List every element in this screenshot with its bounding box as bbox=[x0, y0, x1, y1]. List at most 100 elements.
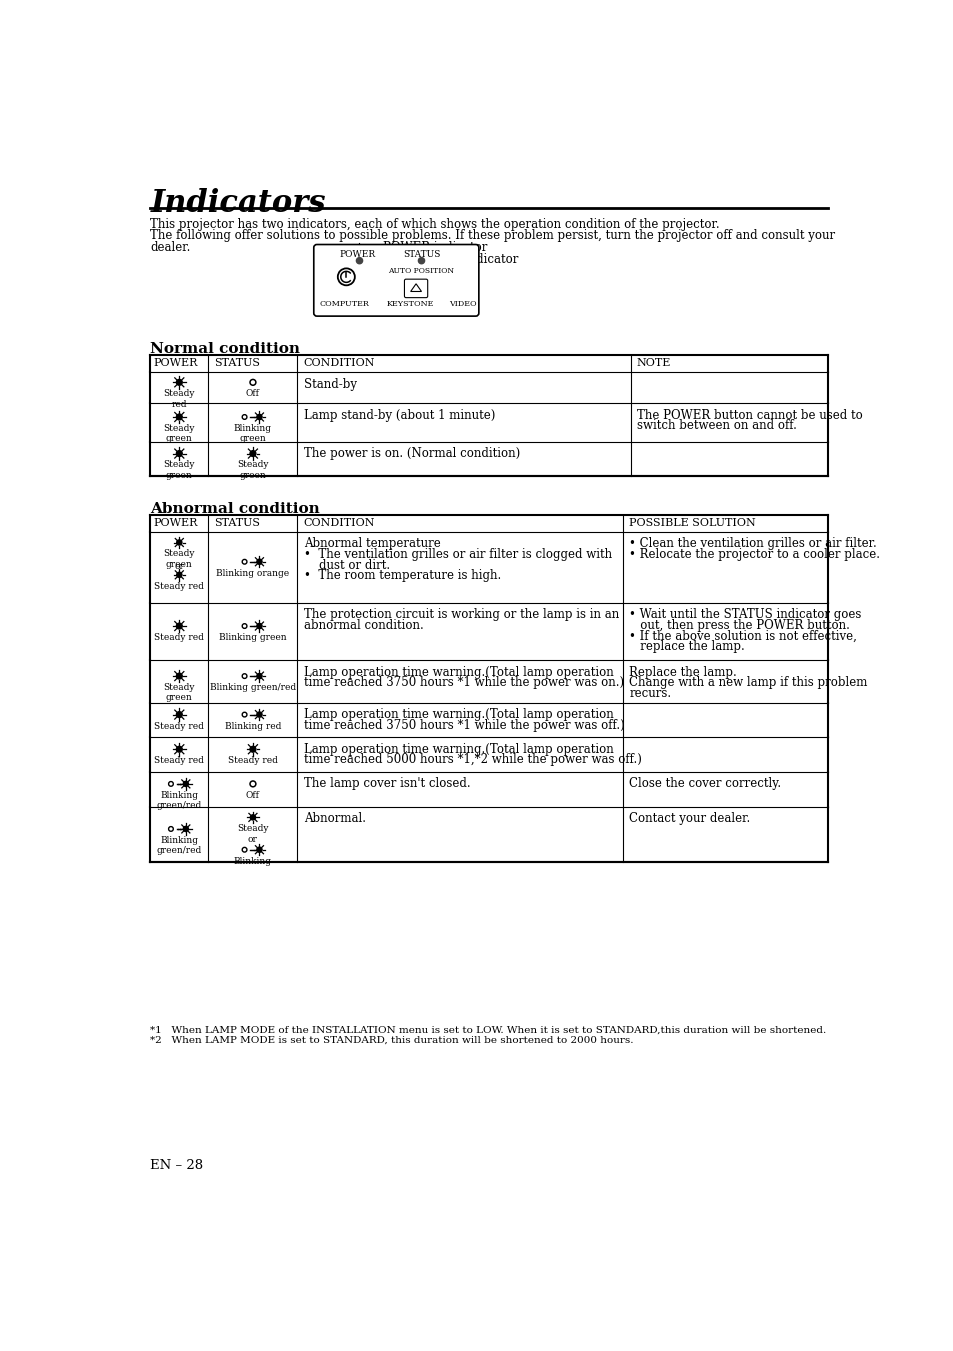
Text: Lamp operation time warning.(Total lamp operation: Lamp operation time warning.(Total lamp … bbox=[303, 666, 613, 678]
Text: Steady
green: Steady green bbox=[163, 684, 194, 703]
Text: Steady red: Steady red bbox=[154, 634, 204, 642]
Text: Blinking
green: Blinking green bbox=[233, 424, 272, 443]
Text: CONDITION: CONDITION bbox=[303, 358, 375, 369]
Text: The following offer solutions to possible problems. If these problem persist, tu: The following offer solutions to possibl… bbox=[150, 230, 835, 242]
Circle shape bbox=[250, 815, 255, 820]
Text: Steady red: Steady red bbox=[154, 582, 204, 590]
Text: POWER: POWER bbox=[153, 358, 197, 369]
Text: out, then press the POWER button.: out, then press the POWER button. bbox=[629, 619, 849, 632]
Text: CONDITION: CONDITION bbox=[303, 517, 375, 528]
Text: Normal condition: Normal condition bbox=[150, 342, 300, 355]
Text: Blinking green: Blinking green bbox=[219, 634, 287, 642]
Text: *2   When LAMP MODE is set to STANDARD, this duration will be shortened to 2000 : *2 When LAMP MODE is set to STANDARD, th… bbox=[150, 1036, 633, 1046]
Circle shape bbox=[250, 451, 255, 457]
Text: Steady
green: Steady green bbox=[163, 461, 194, 480]
Text: Blinking
green/red: Blinking green/red bbox=[156, 790, 202, 811]
Text: POSSIBLE SOLUTION: POSSIBLE SOLUTION bbox=[629, 517, 755, 528]
Text: replace the lamp.: replace the lamp. bbox=[629, 640, 744, 654]
Text: time reached 3750 hours *1 while the power was off.): time reached 3750 hours *1 while the pow… bbox=[303, 719, 624, 732]
FancyBboxPatch shape bbox=[404, 280, 427, 297]
Text: dealer.: dealer. bbox=[150, 240, 191, 254]
Circle shape bbox=[176, 673, 182, 680]
Circle shape bbox=[176, 413, 182, 420]
Text: •  The ventilation grilles or air filter is clogged with: • The ventilation grilles or air filter … bbox=[303, 549, 611, 561]
FancyBboxPatch shape bbox=[314, 245, 478, 316]
Circle shape bbox=[176, 746, 182, 753]
Text: switch between on and off.: switch between on and off. bbox=[637, 419, 796, 432]
Text: Abnormal temperature: Abnormal temperature bbox=[303, 538, 440, 550]
Text: *1   When LAMP MODE of the INSTALLATION menu is set to LOW. When it is set to ST: *1 When LAMP MODE of the INSTALLATION me… bbox=[150, 1025, 825, 1035]
Text: NOTE: NOTE bbox=[637, 358, 671, 369]
Text: STATUS: STATUS bbox=[214, 358, 260, 369]
Text: POWER: POWER bbox=[153, 517, 197, 528]
Text: AUTO POSITION: AUTO POSITION bbox=[388, 266, 454, 274]
Text: The power is on. (Normal condition): The power is on. (Normal condition) bbox=[303, 447, 519, 461]
Text: Steady
green: Steady green bbox=[163, 424, 194, 443]
Text: • Clean the ventilation grilles or air filter.: • Clean the ventilation grilles or air f… bbox=[629, 538, 876, 550]
Text: Steady red: Steady red bbox=[228, 757, 277, 765]
Text: Steady
red: Steady red bbox=[163, 389, 194, 408]
Circle shape bbox=[356, 258, 362, 263]
Circle shape bbox=[256, 712, 262, 717]
Text: Blinking green/red: Blinking green/red bbox=[210, 684, 295, 692]
Text: recurs.: recurs. bbox=[629, 688, 671, 700]
Text: Steady
or: Steady or bbox=[237, 824, 269, 844]
Circle shape bbox=[176, 623, 182, 630]
Text: Lamp operation time warning.(Total lamp operation: Lamp operation time warning.(Total lamp … bbox=[303, 743, 613, 755]
Text: KEYSTONE: KEYSTONE bbox=[386, 300, 433, 308]
Text: EN – 28: EN – 28 bbox=[150, 1159, 203, 1171]
Text: • Relocate the projector to a cooler place.: • Relocate the projector to a cooler pla… bbox=[629, 549, 880, 561]
Text: time reached 5000 hours *1,*2 while the power was off.): time reached 5000 hours *1,*2 while the … bbox=[303, 754, 641, 766]
Text: or: or bbox=[174, 562, 184, 570]
Circle shape bbox=[256, 623, 262, 628]
Text: COMPUTER: COMPUTER bbox=[318, 300, 369, 308]
Circle shape bbox=[183, 827, 189, 831]
Text: Lamp stand-by (about 1 minute): Lamp stand-by (about 1 minute) bbox=[303, 408, 495, 422]
Text: STATUS indicator: STATUS indicator bbox=[412, 253, 518, 266]
Text: Blinking red: Blinking red bbox=[225, 721, 281, 731]
Circle shape bbox=[256, 559, 262, 565]
Text: STATUS: STATUS bbox=[402, 250, 439, 259]
Circle shape bbox=[183, 781, 189, 786]
Text: time reached 3750 hours *1 while the power was on.): time reached 3750 hours *1 while the pow… bbox=[303, 677, 623, 689]
Circle shape bbox=[256, 674, 262, 678]
Text: This projector has two indicators, each of which shows the operation condition o: This projector has two indicators, each … bbox=[150, 218, 720, 231]
Circle shape bbox=[176, 540, 182, 544]
Circle shape bbox=[176, 573, 182, 577]
Text: Stand-by: Stand-by bbox=[303, 378, 356, 390]
Text: Steady
green: Steady green bbox=[237, 461, 269, 480]
Text: Off: Off bbox=[246, 389, 259, 399]
Text: Steady
green: Steady green bbox=[163, 550, 194, 569]
Text: Replace the lamp.: Replace the lamp. bbox=[629, 666, 736, 678]
Text: VIDEO: VIDEO bbox=[448, 300, 476, 308]
Text: Lamp operation time warning.(Total lamp operation: Lamp operation time warning.(Total lamp … bbox=[303, 708, 613, 721]
Circle shape bbox=[418, 258, 424, 263]
Circle shape bbox=[176, 712, 182, 717]
Text: Blinking orange: Blinking orange bbox=[216, 569, 289, 578]
Text: abnormal condition.: abnormal condition. bbox=[303, 619, 423, 632]
Text: Change with a new lamp if this problem: Change with a new lamp if this problem bbox=[629, 677, 866, 689]
Text: Contact your dealer.: Contact your dealer. bbox=[629, 812, 750, 825]
Text: Off: Off bbox=[246, 790, 259, 800]
Circle shape bbox=[176, 451, 182, 457]
Text: Abnormal condition: Abnormal condition bbox=[150, 501, 319, 516]
Text: Steady red: Steady red bbox=[154, 721, 204, 731]
Text: • Wait until the STATUS indicator goes: • Wait until the STATUS indicator goes bbox=[629, 608, 861, 621]
Circle shape bbox=[250, 746, 255, 753]
Text: Close the cover correctly.: Close the cover correctly. bbox=[629, 777, 781, 790]
Text: The protection circuit is working or the lamp is in an: The protection circuit is working or the… bbox=[303, 608, 618, 621]
Text: • If the above solution is not effective,: • If the above solution is not effective… bbox=[629, 630, 856, 643]
Text: The POWER button cannot be used to: The POWER button cannot be used to bbox=[637, 408, 862, 422]
Text: dust or dirt.: dust or dirt. bbox=[303, 559, 390, 571]
Text: Blinking
green/red: Blinking green/red bbox=[156, 836, 202, 855]
Text: STATUS: STATUS bbox=[214, 517, 260, 528]
Text: Steady red: Steady red bbox=[154, 757, 204, 765]
Circle shape bbox=[176, 380, 182, 385]
Text: Blinking: Blinking bbox=[233, 857, 272, 866]
Text: •  The room temperature is high.: • The room temperature is high. bbox=[303, 570, 500, 582]
Circle shape bbox=[256, 415, 262, 420]
Text: Abnormal.: Abnormal. bbox=[303, 812, 365, 825]
Text: Indicators: Indicators bbox=[150, 188, 325, 219]
Circle shape bbox=[256, 847, 262, 852]
Text: POWER indicator: POWER indicator bbox=[382, 242, 487, 254]
